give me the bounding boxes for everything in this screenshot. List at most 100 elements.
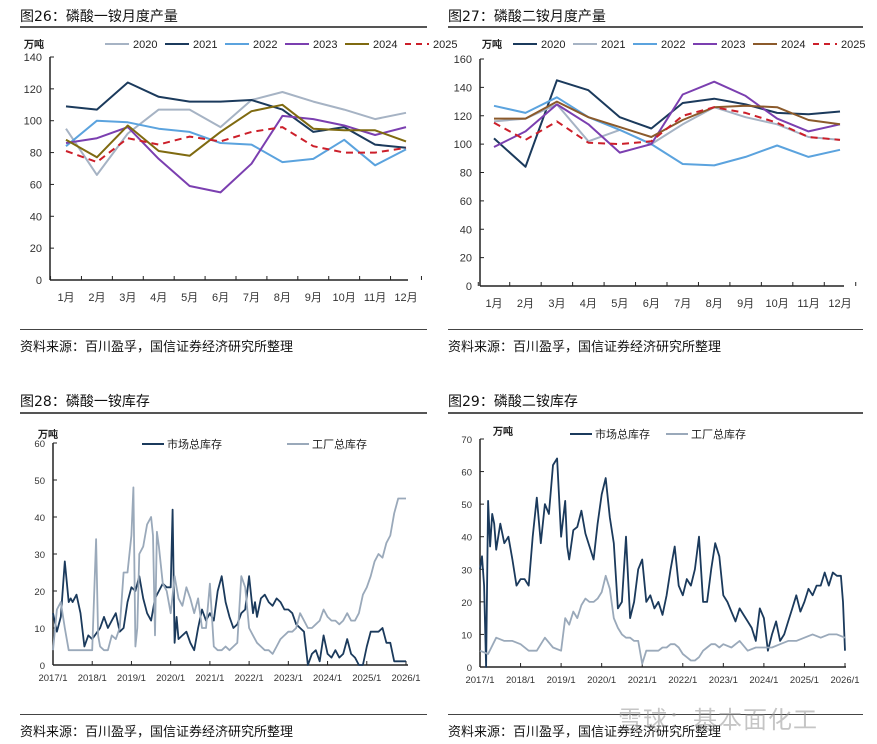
figure-26-source: 资料来源：百川盈孚，国信证券经济研究所整理 [20,340,294,355]
chart-26-unit-label: 万吨 [23,38,44,51]
chart-27-x-tick-label: 4月 [580,298,597,310]
chart-27-series-2020 [493,79,841,168]
chart-27-x-tick-label: 8月 [706,298,723,310]
chart-28-y-tick-label: 0 [40,661,45,672]
chart-28-x-tick-label: 2018/1 [78,673,107,684]
figure-29-top-rule [448,412,863,414]
chart-27-x-tick-label: 5月 [611,298,628,310]
chart-29-x-tick-label: 2022/1 [668,675,697,686]
chart-26-x-tick-label: 3月 [119,292,136,304]
chart-28-legend-label-市场总库存: 市场总库存 [167,437,222,451]
chart-26-x-tick-label: 9月 [305,292,322,304]
figure-26-bottom-rule [20,329,427,330]
chart-29-y-tick-label: 20 [461,598,472,609]
figure-26-top-rule [20,26,427,28]
chart-26-y-tick-label: 20 [30,243,42,255]
chart-27-x-tick-label: 7月 [674,298,691,310]
chart-26-x-tick-label: 10月 [333,292,356,304]
chart-29-x-tick-label: 2025/1 [790,675,819,686]
chart-28-x-tick-label: 2022/1 [235,673,264,684]
chart-26-x-tick-label: 5月 [181,292,198,304]
chart-26-x-tick-label: 8月 [274,292,291,304]
chart-26-x-tick-label: 11月 [364,292,386,304]
chart-29-y-tick-label: 30 [461,565,472,576]
figure-28-title: 图28：磷酸一铵库存 [20,394,150,410]
chart-29-x-tick-label: 2024/1 [749,675,778,686]
chart-29-y-tick-label: 0 [467,663,472,674]
chart-28-y-tick-label: 20 [34,587,45,598]
chart-26-legend-label-2020: 2020 [133,39,157,51]
chart-28-x-tick-label: 2026/1 [391,673,420,684]
chart-26-legend-label-2023: 2023 [313,39,337,51]
chart-26-legend-label-2022: 2022 [253,39,277,51]
chart-29-y-tick-label: 50 [461,500,472,511]
chart-26-series-2025 [65,126,407,164]
chart-29-x-tick-label: 2018/1 [506,675,535,686]
chart-27-x-tick-label: 1月 [485,298,502,310]
figure-26-title: 图26：磷酸一铵月度产量 [20,9,178,25]
chart-28-y-tick-label: 60 [34,439,45,450]
chart-29-series-市场总库存 [479,457,846,668]
chart-27-unit-label: 万吨 [481,38,502,51]
figure-27-bottom-rule [448,329,863,330]
chart-26-legend-label-2025: 2025 [433,39,457,51]
chart-26-y-tick-label: 60 [30,179,42,191]
figure-28-bottom-rule [20,714,427,715]
figure-28-source: 资料来源：百川盈孚，国信证券经济研究所整理 [20,725,294,740]
chart-28-x-tick-label: 2025/1 [352,673,381,684]
chart-27-y-tick-label: 100 [454,139,472,151]
chart-27-x-tick-label: 12月 [828,298,851,310]
chart-26-x-tick-label: 7月 [243,292,260,304]
chart-29-y-tick-label: 70 [461,435,472,446]
chart-28-series-工厂总库存 [52,486,406,655]
chart-26-x-tick-label: 12月 [394,292,417,304]
chart-27-y-tick-label: 80 [460,168,472,180]
chart-28-x-tick-label: 2020/1 [156,673,185,684]
chart-27-series-2025 [493,106,841,146]
chart-29-x-tick-label: 2017/1 [465,675,494,686]
chart-26-x-tick-label: 1月 [57,292,74,304]
figure-29-title: 图29：磷酸二铵库存 [448,394,578,410]
chart-29-x-tick-label: 2020/1 [587,675,616,686]
chart-29-series-工厂总库存 [479,574,846,665]
chart-28-legend-label-工厂总库存: 工厂总库存 [312,437,367,451]
chart-26-series-2024 [65,103,407,159]
chart-26-y-tick-label: 120 [24,84,42,96]
chart-27-x-tick-label: 10月 [765,298,788,310]
chart-28-x-tick-label: 2021/1 [195,673,224,684]
chart-26-y-tick-label: 100 [24,116,42,128]
chart-29-legend-label-市场总库存: 市场总库存 [595,427,650,441]
chart-29-x-tick-label: 2021/1 [628,675,657,686]
chart-27-y-tick-label: 140 [454,82,472,94]
chart-28-y-tick-label: 40 [34,513,45,524]
figure-29-source: 资料来源：百川盈孚，国信证券经济研究所整理 [448,725,722,740]
chart-27-x-tick-label: 11月 [797,298,819,310]
chart-26-series-2022 [65,119,407,167]
chart-29-y-tick-label: 10 [461,630,472,641]
chart-26-y-tick-label: 0 [36,275,42,287]
chart-26-legend-label-2024: 2024 [373,39,397,51]
chart-29-x-tick-label: 2026/1 [830,675,859,686]
chart-27-y-tick-label: 0 [466,281,472,293]
figure-27-source: 资料来源：百川盈孚，国信证券经济研究所整理 [448,340,722,355]
chart-26-x-tick-label: 2月 [88,292,105,304]
chart-27-legend-label-2022: 2022 [661,39,685,51]
figure-27-title: 图27：磷酸二铵月度产量 [448,9,606,25]
watermark: 雪球：基本面化工 [618,706,818,734]
chart-27-y-tick-label: 60 [460,196,472,208]
chart-26-y-tick-label: 140 [24,52,42,64]
chart-27-y-tick-label: 160 [454,54,472,66]
chart-28-x-tick-label: 2017/1 [38,673,67,684]
chart-27-series-2023 [493,80,841,154]
chart-27-y-tick-label: 40 [460,224,472,236]
chart-28-y-tick-label: 50 [34,476,45,487]
chart-26-x-tick-label: 6月 [212,292,229,304]
chart-27-legend-label-2024: 2024 [781,39,805,51]
chart-28-y-tick-label: 30 [34,550,45,561]
figure-28-top-rule [20,412,427,414]
chart-29-x-tick-label: 2019/1 [547,675,576,686]
chart-28-series-市场总库存 [52,508,406,666]
chart-27-x-tick-label: 2月 [517,298,534,310]
chart-26-series-2023 [65,114,407,194]
